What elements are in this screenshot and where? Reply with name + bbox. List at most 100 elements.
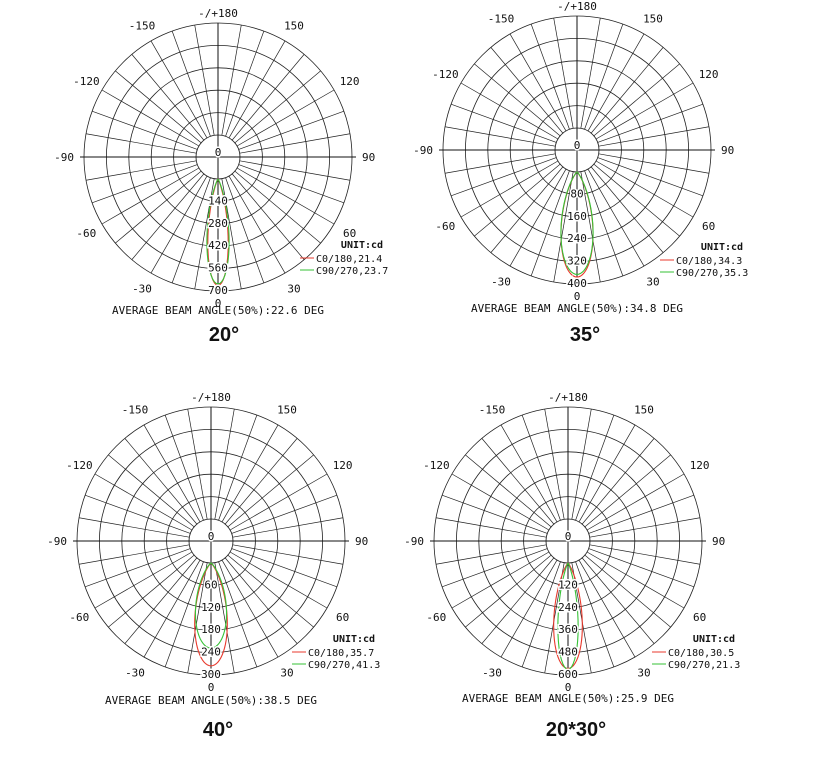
polar-spoke [544,562,565,674]
angle-label: -90 [413,144,433,157]
polar-spoke [150,40,208,139]
polar-spoke [231,54,305,141]
radial-tick-label: 240 [201,646,221,659]
angle-label: 60 [702,220,715,233]
polar-spoke [575,561,615,668]
polar-spoke [435,544,547,565]
polar-spoke [194,178,215,290]
beam-angle-footer: AVERAGE BEAM ANGLE(50%):38.5 DEG [105,694,317,707]
polar-spoke [481,438,555,525]
radial-tick-label: 240 [567,232,587,245]
angle-label: 30 [637,667,650,680]
polar-spoke [229,551,328,609]
polar-spokes [443,16,711,284]
polar-spoke [598,126,710,147]
beam-angle-footer: AVERAGE BEAM ANGLE(50%):25.9 DEG [462,692,674,705]
polar-spoke [238,110,345,150]
polar-spoke [444,126,556,147]
polar-spoke [460,82,559,140]
polar-spoke [451,551,550,609]
polar-spoke [228,175,286,274]
radial-tick-label: 600 [558,668,578,681]
radial-tick-label: 0 [565,530,572,543]
polar-spoke [239,133,351,154]
polar-spoke [590,166,664,253]
polar-spoke [231,548,338,588]
chart-caption: 20*30° [546,719,606,741]
radial-tick-label: 120 [201,601,221,614]
polar-spoke [171,177,211,284]
polar-spoke [578,424,636,523]
angle-label: -60 [426,611,446,624]
polar-spoke [595,160,694,218]
polar-spoke [598,153,710,174]
polar-spoke [581,438,655,525]
legend-entry: C0/180,30.5 [668,648,734,659]
angle-label: -30 [125,667,145,680]
polar-spoke [229,473,328,531]
polar-spoke [465,454,552,528]
angle-label: 0 [215,297,222,310]
polar-spoke [94,473,193,531]
polar-spoke [224,557,298,644]
polar-spoke [450,103,557,143]
polar-spoke [194,24,215,136]
polar-spoke [575,414,615,521]
angle-label: -60 [435,220,455,233]
polar-spoke [84,494,191,534]
polar-spoke [553,171,574,283]
polar-spoke [586,473,685,531]
angle-label: -90 [54,151,74,164]
angle-label: 90 [362,151,375,164]
radial-tick-label: 140 [208,194,228,207]
legend-unit: UNIT:cd [341,240,383,251]
beam-angle-footer: AVERAGE BEAM ANGLE(50%):34.8 DEG [471,302,683,315]
radial-tick-label: 160 [567,210,587,223]
angle-label: 60 [343,227,356,240]
angle-label: -30 [132,283,152,296]
polar-spoke [225,30,265,137]
polar-spoke [131,54,205,141]
polar-spoke [474,163,561,237]
legend-entry: C90/270,23.7 [316,266,388,277]
angle-label: -/+180 [548,391,588,404]
chart-caption: 35° [570,324,600,346]
polar-spokes [434,407,702,675]
polar-spoke [234,170,321,244]
angle-label: -/+180 [191,391,231,404]
angle-label: -30 [482,667,502,680]
polar-spoke [589,517,701,538]
angle-label: 120 [690,459,710,472]
polar-spoke [584,454,671,528]
polar-spoke [187,408,208,520]
polar-spoke [187,562,208,674]
legend-entry: C0/180,34.3 [676,256,742,267]
polar-spoke [509,33,567,132]
legend-entry: C0/180,21.4 [316,254,382,265]
polar-spoke [115,170,202,244]
polar-spoke [78,517,190,538]
polar-spoke [590,47,664,134]
radial-tick-label: 700 [208,284,228,297]
polar-spoke [221,24,242,136]
radial-tick-label: 180 [201,623,221,636]
angle-label: -120 [66,459,93,472]
polar-spoke [500,559,558,658]
beam-curve-c90-270 [560,171,594,275]
polar-spoke [108,454,195,528]
polar-chart-4: -/+180 150 120 90 60 30 0 -30 -60 -90 -120 -150 0 120… [404,391,740,741]
angle-label: -120 [73,75,100,88]
polar-spoke [221,178,242,290]
polar-spoke [108,554,195,628]
angle-label: 90 [355,535,368,548]
polar-spoke [164,414,204,521]
polar-spoke [143,424,201,523]
polar-spoke [581,557,655,644]
polar-spoke [597,103,704,143]
angle-label: 120 [340,75,360,88]
polar-spoke [218,414,258,521]
polar-spoke [124,438,198,525]
